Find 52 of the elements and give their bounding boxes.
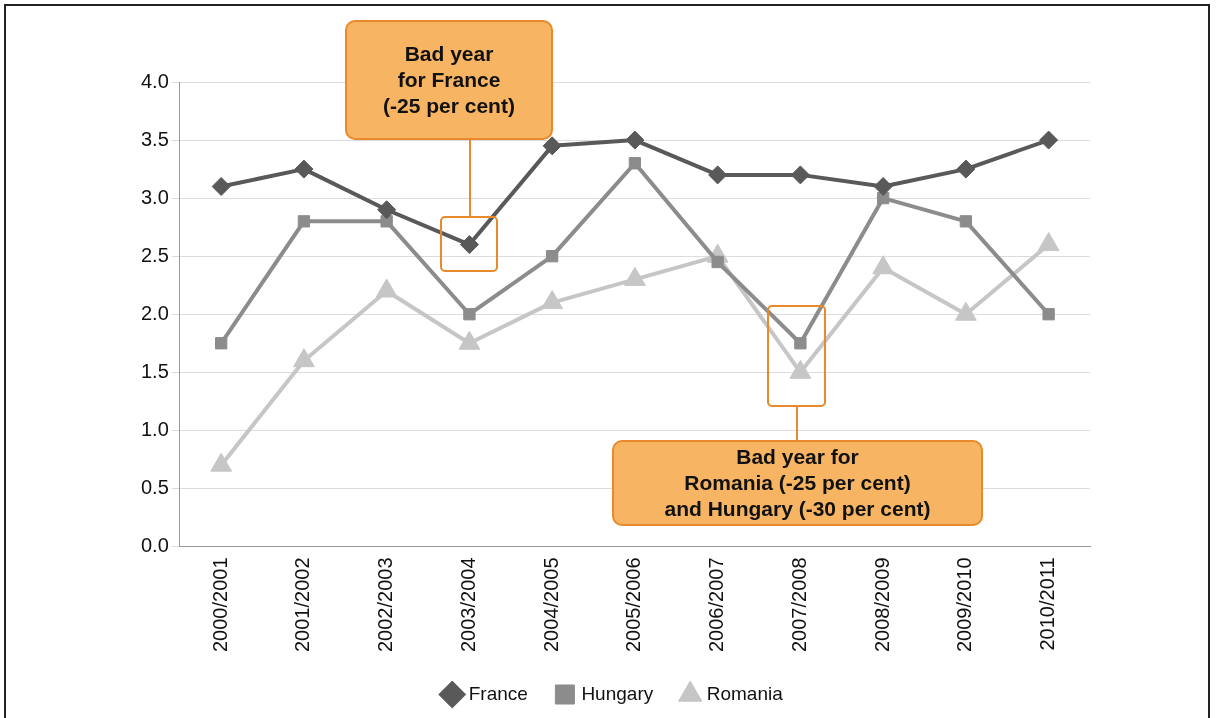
point <box>542 136 562 156</box>
point <box>624 266 646 286</box>
y-tick-label: 2.0 <box>140 301 169 324</box>
x-tick-label: 2007/2008 <box>787 557 810 653</box>
point <box>294 159 314 179</box>
point <box>625 130 645 150</box>
point <box>789 359 812 379</box>
point <box>790 165 810 185</box>
point <box>872 255 895 275</box>
x-tick-label: 2010/2011 <box>1036 557 1059 651</box>
point <box>1039 130 1059 150</box>
callout-box: Bad year for France (-25 per cent) <box>345 20 553 140</box>
legend-label: Romania <box>706 682 784 704</box>
y-tick-label: 3.0 <box>140 185 169 208</box>
legend-label: France <box>468 682 528 704</box>
callout-box: Bad year for Romania (-25 per cent) and Hungary (-30 per cent) <box>612 440 983 526</box>
annotation: Bad year for Romania (-25 per cent) and Hungary (-30 per cent) <box>664 444 931 522</box>
point <box>956 159 976 179</box>
point <box>458 330 481 350</box>
y-tick-label: 4.0 <box>140 69 169 92</box>
point <box>628 157 642 170</box>
legend-label: Hungary <box>581 682 654 704</box>
point <box>1037 232 1060 252</box>
point <box>708 165 728 185</box>
y-tick-label: 0.0 <box>140 533 169 556</box>
y-tick-label: 1.0 <box>140 417 169 440</box>
x-tick-label: 2000/2001 <box>208 557 231 653</box>
point <box>546 250 559 263</box>
point <box>873 177 893 196</box>
point <box>211 177 231 196</box>
y-tick-label: 2.5 <box>140 243 169 266</box>
x-tick-label: 2002/2003 <box>374 557 397 653</box>
point <box>959 215 973 228</box>
point <box>210 452 233 472</box>
x-tick-label: 2009/2010 <box>953 557 976 653</box>
y-tick-label: 3.5 <box>140 127 169 150</box>
point <box>375 278 398 298</box>
point <box>293 348 315 368</box>
x-tick-label: 2003/2004 <box>456 557 479 653</box>
point <box>377 200 397 220</box>
x-tick-label: 2005/2006 <box>622 557 645 653</box>
x-tick-label: 2001/2002 <box>291 557 314 653</box>
point <box>954 301 977 321</box>
y-tick-label: 1.5 <box>140 359 169 382</box>
x-tick-label: 2006/2007 <box>705 557 728 653</box>
x-tick-label: 2008/2009 <box>870 557 893 653</box>
point <box>711 255 724 269</box>
point <box>541 290 564 310</box>
annotation: Bad year for France (-25 per cent) <box>383 41 515 119</box>
y-tick-label: 0.5 <box>140 475 169 498</box>
point <box>297 215 311 228</box>
x-tick-label: 2004/2005 <box>539 557 562 653</box>
